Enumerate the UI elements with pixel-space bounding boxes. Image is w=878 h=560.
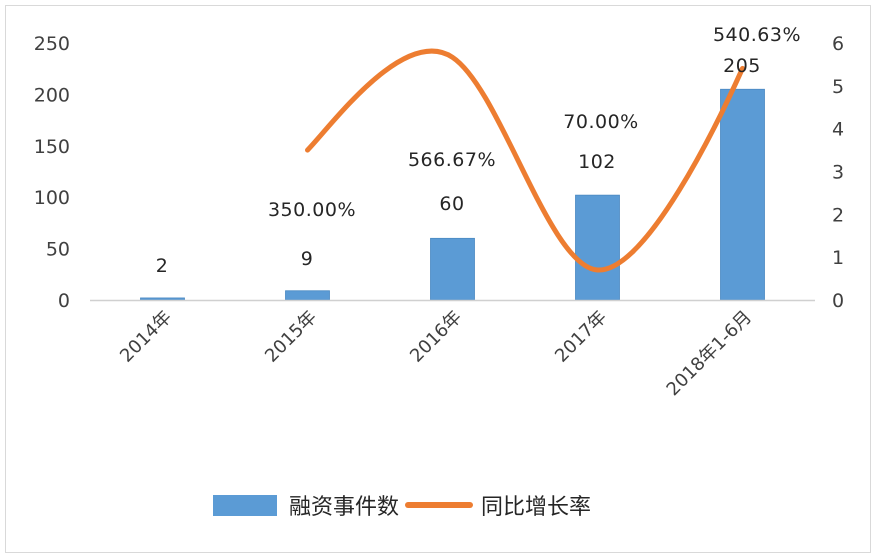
category-label: 2018年1-6月 <box>663 307 756 400</box>
category-label: 2016年 <box>406 307 466 367</box>
bar <box>140 297 185 301</box>
legend-line-label: 同比增长率 <box>481 495 592 520</box>
growth-rate-label: 70.00% <box>563 111 638 133</box>
bar-series-swatch-icon <box>213 494 277 516</box>
growth-rate-label: 566.67% <box>408 149 496 171</box>
right-axis-tick: 3 <box>832 162 844 184</box>
growth-rate-label: 540.63% <box>713 24 801 46</box>
growth-rate-line <box>305 48 745 273</box>
bar-value-label: 205 <box>723 55 761 77</box>
left-axis-tick: 250 <box>34 33 70 55</box>
bar-value-label: 102 <box>578 151 616 173</box>
legend-bar-label: 融资事件数 <box>289 495 400 520</box>
right-axis-tick: 4 <box>832 119 844 141</box>
left-axis-tick: 50 <box>46 239 70 261</box>
right-axis-tick: 5 <box>832 76 844 98</box>
bar <box>285 290 330 301</box>
left-axis-tick: 0 <box>58 290 70 312</box>
bar-value-label: 60 <box>439 193 464 215</box>
bar-value-label: 2 <box>156 255 169 277</box>
right-axis-tick: 0 <box>832 290 844 312</box>
right-axis-tick: 2 <box>832 204 844 226</box>
left-axis-tick: 200 <box>34 84 70 106</box>
left-axis-tick: 100 <box>34 187 70 209</box>
right-axis-tick: 6 <box>832 33 844 55</box>
bar <box>575 194 620 301</box>
left-axis-tick: 150 <box>34 136 70 158</box>
bar <box>720 88 765 301</box>
growth-rate-label: 350.00% <box>268 199 356 221</box>
bar-value-label: 9 <box>301 248 314 270</box>
category-label: 2014年 <box>116 307 176 367</box>
line-series-swatch-icon <box>405 502 474 508</box>
category-label: 2017年 <box>551 307 611 367</box>
right-axis-tick: 1 <box>832 247 844 269</box>
category-label: 2015年 <box>261 307 321 367</box>
chart-legend: 融资事件数 同比增长率 <box>213 489 591 521</box>
bar <box>430 237 475 301</box>
